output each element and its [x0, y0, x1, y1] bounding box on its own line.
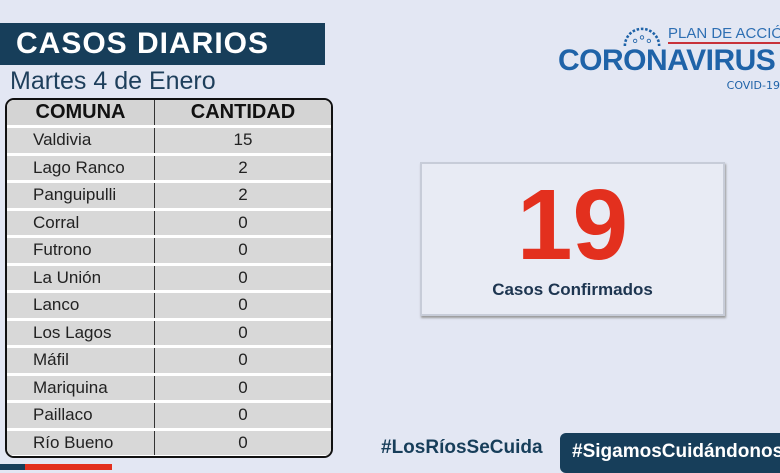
comuna-cell: Futrono: [7, 238, 155, 263]
comuna-cell: Panguipulli: [7, 183, 155, 208]
cantidad-cell: 15: [233, 130, 253, 150]
table-header: COMUNA CANTIDAD: [7, 100, 331, 128]
total-cases-number: 19: [516, 169, 629, 281]
header-cantidad: CANTIDAD: [190, 101, 296, 123]
table-row: Futrono 0: [7, 238, 331, 266]
table-row: Los Lagos 0: [7, 320, 331, 348]
table-row: Valdivia 15: [7, 128, 331, 156]
table-row: Corral 0: [7, 210, 331, 238]
header-comuna: COMUNA: [7, 100, 155, 125]
comuna-cell: Lago Ranco: [7, 155, 155, 180]
cantidad-cell: 2: [238, 185, 248, 205]
table-row: Mariquina 0: [7, 375, 331, 403]
comuna-cell: Máfil: [7, 348, 155, 373]
cantidad-cell: 0: [238, 322, 248, 342]
virus-icon: [623, 27, 661, 46]
comuna-cell: Paillaco: [7, 403, 155, 428]
hashtag-sigamos: #SigamosCuidándonos: [560, 433, 780, 473]
cantidad-cell: 0: [238, 295, 248, 315]
comuna-cell: Corral: [7, 210, 155, 235]
comuna-cell: Lanco: [7, 293, 155, 318]
cantidad-cell: 2: [238, 157, 248, 177]
table-row: Máfil 0: [7, 348, 331, 376]
table-row: Río Bueno 0: [7, 430, 331, 456]
date-subtitle: Martes 4 de Enero: [10, 67, 216, 95]
total-cases-card: 19 Casos Confirmados: [420, 162, 725, 316]
logo-plan-text: PLAN DE ACCIÓN: [668, 25, 780, 44]
coronavirus-logo: PLAN DE ACCIÓN CORONAVIRUS COVID-19: [558, 22, 780, 94]
cantidad-cell: 0: [238, 350, 248, 370]
comuna-cell: Río Bueno: [7, 430, 155, 455]
accent-bar-red: [25, 464, 112, 470]
cantidad-cell: 0: [238, 405, 248, 425]
page-title: CASOS DIARIOS: [0, 23, 325, 65]
cantidad-cell: 0: [238, 432, 248, 452]
cantidad-cell: 0: [238, 377, 248, 397]
table-row: La Unión 0: [7, 265, 331, 293]
table-row: Paillaco 0: [7, 403, 331, 431]
comuna-cell: Mariquina: [7, 375, 155, 400]
accent-bar-navy: [0, 464, 25, 470]
total-cases-label: Casos Confirmados: [492, 280, 653, 299]
logo-name: CORONAVIRUS: [558, 44, 776, 77]
cases-table: COMUNA CANTIDAD Valdivia 15 Lago Ranco 2 Pan…: [5, 98, 333, 458]
comuna-cell: Los Lagos: [7, 320, 155, 345]
table-row: Panguipulli 2: [7, 183, 331, 211]
table-row: Lanco 0: [7, 293, 331, 321]
cantidad-cell: 0: [238, 267, 248, 287]
comuna-cell: La Unión: [7, 265, 155, 290]
comuna-cell: Valdivia: [7, 128, 155, 153]
table-row: Lago Ranco 2: [7, 155, 331, 183]
logo-sub: COVID-19: [726, 79, 780, 92]
cantidad-cell: 0: [238, 240, 248, 260]
hashtag-losrios: #LosRíosSeCuida: [381, 437, 543, 458]
cantidad-cell: 0: [238, 212, 248, 232]
